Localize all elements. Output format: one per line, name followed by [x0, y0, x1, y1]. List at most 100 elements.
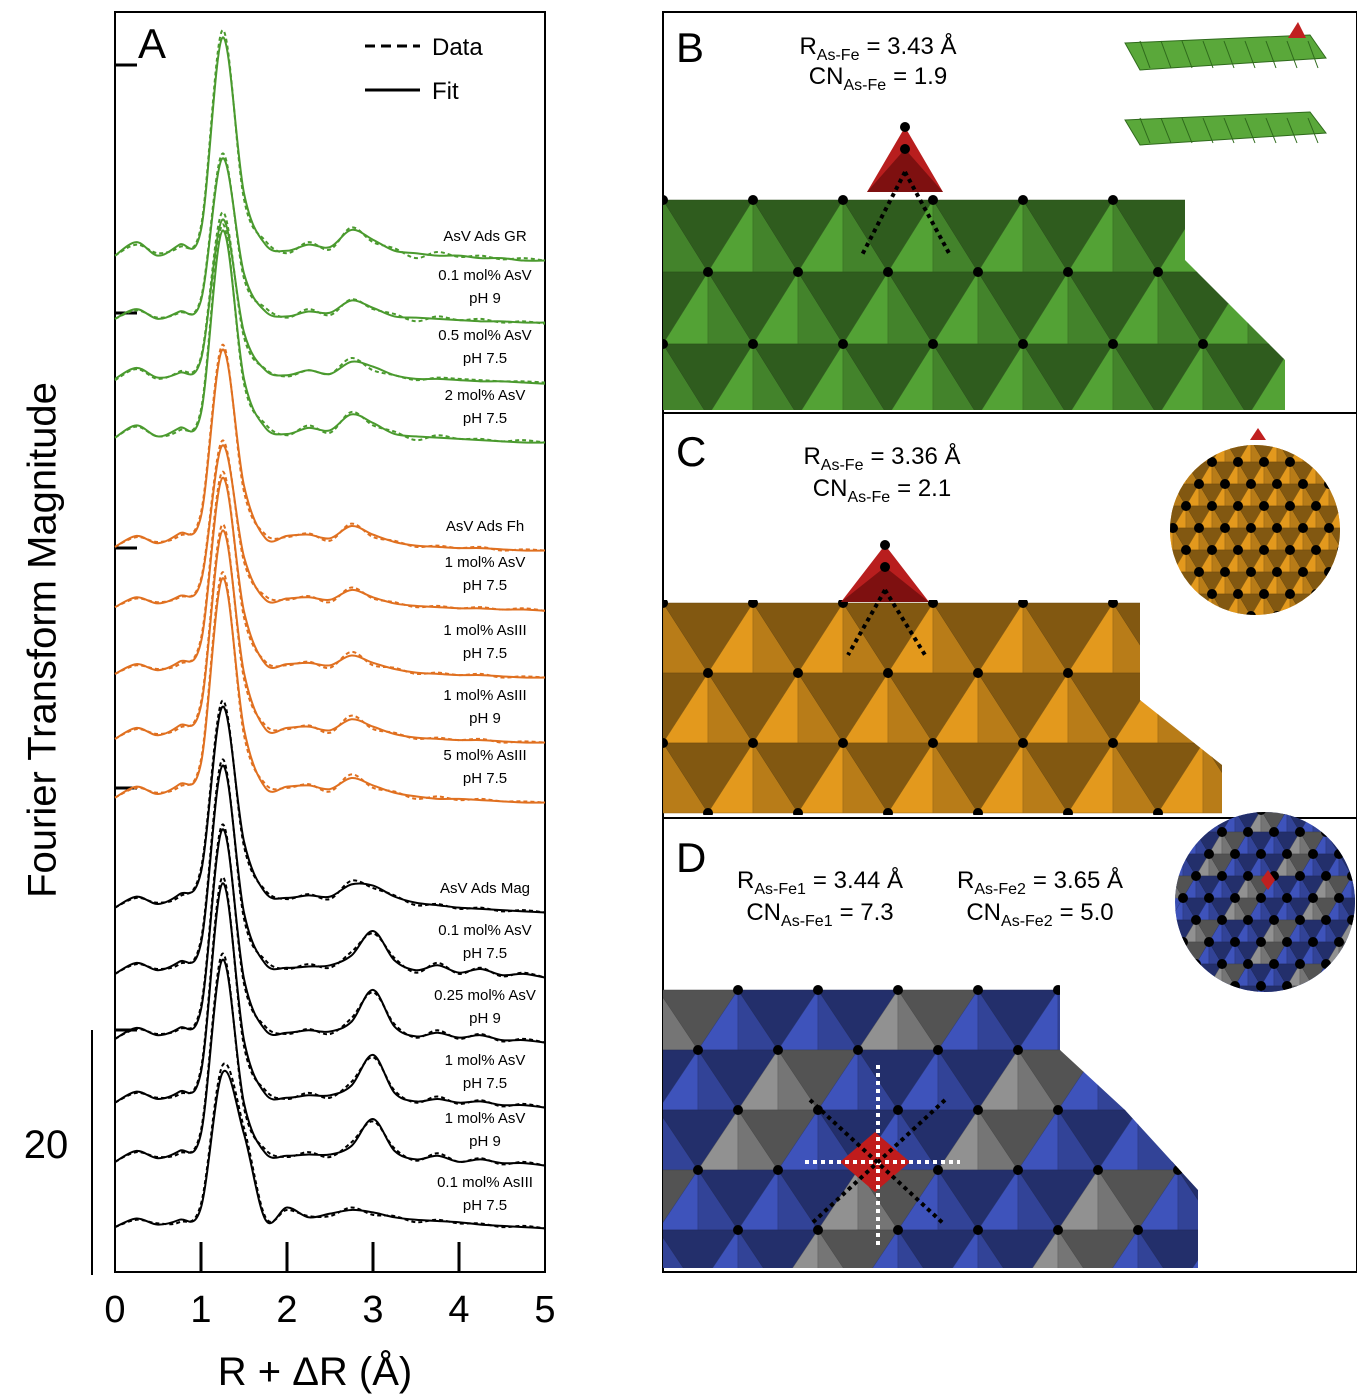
facet	[1277, 616, 1290, 638]
annotation-value: = 5.0	[1060, 899, 1114, 926]
x-tick-label: 4	[448, 1289, 469, 1331]
atom	[1063, 808, 1073, 818]
atom	[1053, 985, 1063, 995]
facet	[1313, 986, 1339, 1008]
facet	[618, 1110, 658, 1170]
atom	[1207, 457, 1217, 467]
facet	[1329, 440, 1342, 462]
atom	[613, 267, 623, 277]
atom	[1198, 738, 1208, 748]
atom	[1269, 959, 1279, 969]
atom	[1285, 545, 1295, 555]
atom	[1133, 985, 1143, 995]
x-tick-label: 2	[276, 1289, 297, 1331]
atom	[1243, 827, 1253, 837]
spectrum-label: pH 7.5	[463, 1075, 507, 1092]
atom	[733, 1225, 743, 1235]
atom	[1259, 501, 1269, 511]
atom	[1308, 893, 1318, 903]
annotation-subscript: As-Fe2	[1001, 913, 1053, 930]
spectrum-label: 0.5 mol% AsV	[438, 327, 531, 344]
atom	[653, 985, 663, 995]
atom	[1194, 523, 1204, 533]
facet	[1218, 1110, 1298, 1170]
atom	[1246, 567, 1256, 577]
atom	[1285, 633, 1295, 643]
inset-as	[1250, 428, 1266, 440]
atom	[880, 562, 890, 572]
data-line	[115, 30, 545, 260]
atom	[1298, 523, 1308, 533]
atom	[773, 1045, 783, 1055]
annotation-symbol: CN	[966, 899, 1001, 926]
atom	[1347, 915, 1357, 925]
facet	[1186, 616, 1199, 638]
atom	[973, 1105, 983, 1115]
x-tick-label: 3	[362, 1289, 383, 1331]
facet	[1170, 964, 1183, 986]
atom	[928, 738, 938, 748]
atom	[1220, 435, 1230, 445]
atom	[1204, 849, 1214, 859]
facet	[1303, 616, 1316, 638]
atom	[1269, 915, 1279, 925]
facet	[1339, 832, 1352, 854]
atom	[773, 1165, 783, 1175]
atom	[1165, 959, 1175, 969]
facet	[1326, 986, 1339, 1008]
atom	[613, 1285, 623, 1295]
atom	[1272, 567, 1282, 577]
atom	[703, 267, 713, 277]
atom	[1181, 457, 1191, 467]
spectrum-label: pH 9	[469, 290, 501, 307]
annotation-value: = 1.9	[893, 63, 947, 90]
atom	[1153, 267, 1163, 277]
annotation-value: = 3.65 Å	[1033, 866, 1123, 894]
annotation: RAs-Fe= 3.43 Å	[799, 32, 956, 64]
annotation-subscript: As-Fe	[843, 77, 886, 94]
facet	[1329, 484, 1342, 506]
annotation-value: = 3.36 Å	[870, 442, 960, 470]
facet	[1316, 462, 1329, 484]
atom	[853, 1045, 863, 1055]
facet	[1157, 876, 1170, 898]
atom	[1173, 1165, 1183, 1175]
facet	[1158, 603, 1203, 673]
atom	[1153, 668, 1163, 678]
polyhedra	[573, 598, 1298, 818]
atom	[1243, 871, 1253, 881]
atom	[1173, 1285, 1183, 1295]
facet	[1342, 462, 1355, 484]
atom	[1230, 937, 1240, 947]
facet	[618, 1170, 658, 1230]
atom	[733, 985, 743, 995]
annotation-subscript: As-Fe1	[754, 881, 806, 898]
facet	[1342, 594, 1357, 616]
facet	[1209, 986, 1222, 1008]
x-tick-label: 0	[104, 1289, 125, 1331]
facet	[1251, 616, 1277, 638]
facet	[1342, 440, 1355, 462]
facet	[1326, 964, 1339, 986]
spectrum-label: pH 7.5	[463, 350, 507, 367]
atom	[1230, 893, 1240, 903]
atom	[1217, 827, 1227, 837]
atom	[1155, 501, 1165, 511]
spectrum-label: pH 9	[469, 710, 501, 727]
atom	[1288, 195, 1298, 205]
atom	[1204, 893, 1214, 903]
facet	[1218, 1230, 1258, 1290]
atom	[1295, 871, 1305, 881]
atom	[1347, 959, 1357, 969]
atom	[973, 808, 983, 818]
atom	[1272, 523, 1282, 533]
annotation-symbol: R	[799, 33, 816, 60]
facet	[1287, 986, 1313, 1008]
facet	[618, 603, 663, 673]
facet	[1326, 964, 1352, 986]
facet	[618, 1230, 658, 1290]
atom	[733, 1105, 743, 1115]
facet	[1316, 594, 1342, 616]
facet	[1293, 344, 1357, 416]
atom	[1198, 339, 1208, 349]
